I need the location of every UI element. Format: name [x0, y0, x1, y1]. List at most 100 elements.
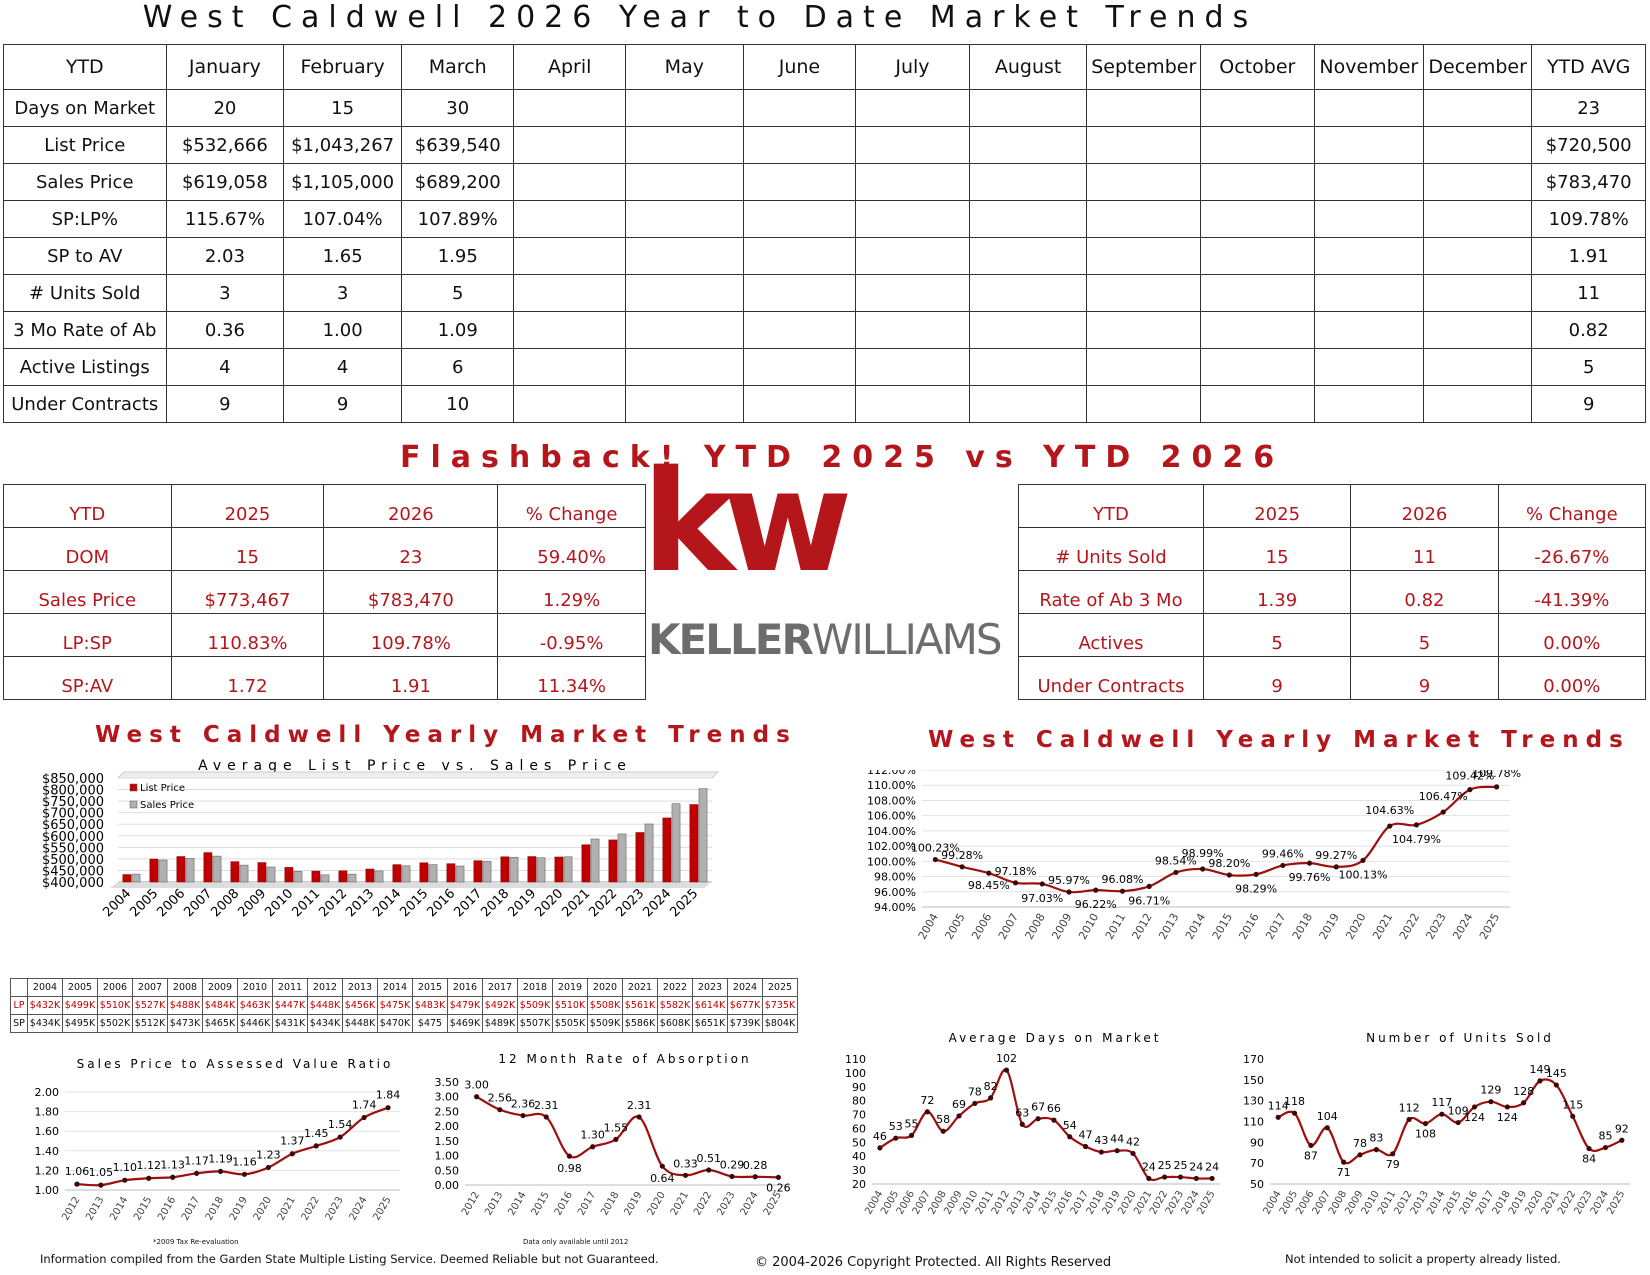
ytd-cell — [1200, 163, 1315, 201]
data-point — [682, 1172, 689, 1178]
ytd-cell — [968, 126, 1088, 164]
x-tick-label: 2012 — [460, 1190, 482, 1218]
flashback-cell: 23 — [323, 527, 499, 571]
x-tick-label: 2024 — [347, 1195, 369, 1223]
data-label: 0.33 — [673, 1157, 698, 1170]
x-tick-label: 2017 — [451, 886, 485, 920]
data-label: 149 — [1530, 1063, 1551, 1076]
footer-left: Information compiled from the Garden Sta… — [40, 1252, 659, 1266]
sales-price-bar — [131, 873, 141, 883]
x-tick-label: 2011 — [1103, 911, 1128, 942]
ytd-cell — [1313, 237, 1424, 275]
x-tick-label: 2012 — [1130, 911, 1155, 942]
ytd-cell — [968, 348, 1088, 386]
data-label: 1.37 — [280, 1135, 305, 1148]
flashback-right-table: YTD 2025 2026% Change # Units Sold 15 11 -26.6… — [1018, 484, 1647, 700]
data-point — [908, 1132, 915, 1138]
sales-price-bar — [212, 855, 222, 883]
flashback-row-label: # Units Sold — [1018, 527, 1204, 571]
ytd-cell — [624, 274, 744, 312]
data-label: 24 — [1189, 1160, 1203, 1173]
data-label: 109.78% — [1472, 770, 1521, 780]
x-tick-label: 2017 — [180, 1195, 202, 1223]
y-tick-label: 50 — [1250, 1178, 1264, 1191]
data-label: 99.28% — [941, 849, 983, 862]
y-tick-label: 1.00 — [435, 1150, 460, 1163]
price-sp-cell: $489K — [482, 1014, 518, 1033]
data-point — [1130, 1150, 1136, 1157]
ytd-cell: 115.67% — [165, 200, 285, 238]
sales-price-bar — [185, 858, 195, 883]
keller-williams-logo: kw KELLERWILLIAMS — [642, 448, 1018, 668]
flashback-row: # Units Sold 15 11 -26.67% — [1018, 527, 1647, 571]
bar-chart-title: Average List Price vs. Sales Price — [198, 758, 632, 774]
list-price-bar — [311, 870, 321, 883]
ytd-cell: 4 — [165, 348, 285, 386]
ytd-cell — [1313, 311, 1424, 349]
data-label: 0.98 — [557, 1162, 582, 1175]
ytd-row-label: Active Listings — [3, 348, 167, 386]
data-point — [729, 1173, 735, 1180]
data-label: 129 — [1480, 1084, 1501, 1097]
ytd-cell: $619,058 — [165, 163, 285, 201]
price-year-cell: 2018 — [517, 978, 553, 997]
list-price-bar — [500, 856, 510, 883]
flashback-cell: 11.34% — [497, 656, 646, 700]
x-tick-label: 2013 — [84, 1195, 106, 1223]
data-label: 47 — [1079, 1129, 1093, 1142]
sales-price-bar — [509, 856, 519, 883]
ytd-cell — [624, 237, 744, 275]
data-label: 1.12 — [137, 1159, 162, 1172]
sales-price-bar — [320, 874, 330, 883]
data-point — [1387, 823, 1393, 829]
ytd-cell — [513, 385, 626, 423]
y-tick-label: 70 — [1250, 1157, 1264, 1170]
data-point — [1504, 1104, 1510, 1110]
ytd-cell — [1422, 163, 1533, 201]
price-year-cell: 2016 — [447, 978, 483, 997]
x-tick-label: 2005 — [127, 886, 161, 920]
price-sp-cell: $475 — [412, 1014, 448, 1033]
flashback-cell: 1.29% — [497, 570, 646, 614]
data-point — [1440, 809, 1446, 815]
flashback-cell: 0.00% — [1497, 613, 1647, 657]
data-point — [1357, 1152, 1363, 1158]
x-tick-label: 2023 — [715, 1190, 737, 1218]
ytd-cell — [1422, 311, 1533, 349]
price-sp-cell: $651K — [692, 1014, 728, 1033]
price-year-cell: 2014 — [377, 978, 413, 997]
data-label: 1.84 — [376, 1089, 401, 1102]
data-point — [146, 1175, 152, 1181]
price-year-cell: 2019 — [552, 978, 588, 997]
price-lp-cell: $463K — [237, 996, 273, 1015]
flashback-row-label: Sales Price — [3, 570, 172, 614]
data-label: 1.10 — [113, 1161, 138, 1174]
x-tick-label: 2016 — [156, 1195, 178, 1223]
data-label: 43 — [1094, 1134, 1108, 1147]
ytd-cell — [968, 163, 1088, 201]
price-year-cell: 2020 — [587, 978, 623, 997]
y-tick-label: 3.00 — [435, 1091, 460, 1104]
x-tick-label: 2007 — [181, 886, 215, 920]
ytd-cell: 6 — [400, 348, 515, 386]
ytd-cell: 1.65 — [283, 237, 402, 275]
ytd-cell — [742, 163, 857, 201]
flashback-cell: 15 — [170, 527, 325, 571]
flashback-cell: $773,467 — [170, 570, 325, 614]
flashback-cell: 59.40% — [497, 527, 646, 571]
data-point — [1360, 857, 1366, 863]
data-point — [241, 1171, 248, 1177]
ytd-row-label: Sales Price — [3, 163, 167, 201]
data-label: 104.79% — [1392, 833, 1441, 846]
y-tick-label: 30 — [852, 1164, 866, 1177]
price-year-cell: 2021 — [622, 978, 658, 997]
price-sp-cell: $507K — [517, 1014, 553, 1033]
data-point — [170, 1174, 176, 1180]
data-point — [289, 1151, 295, 1157]
price-sp-cell: $434K — [27, 1014, 63, 1033]
ytd-cell: $1,043,267 — [283, 126, 402, 164]
ytd-row-label: # Units Sold — [3, 274, 167, 312]
data-label: 1.23 — [256, 1148, 281, 1161]
data-label: 104.63% — [1365, 804, 1414, 817]
ytd-cell: $639,540 — [400, 126, 515, 164]
